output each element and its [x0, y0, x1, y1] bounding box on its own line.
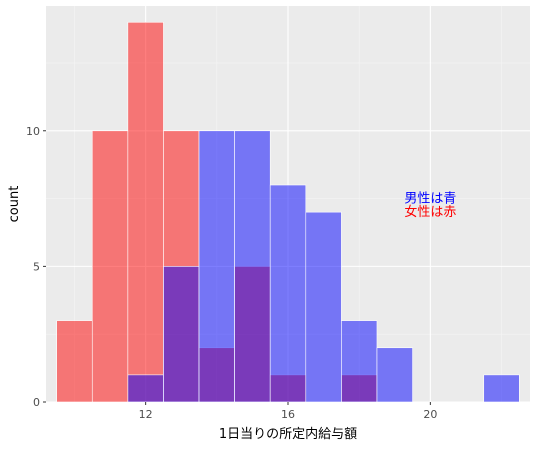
- y-axis: 0 5 10: [26, 125, 46, 409]
- y-tick-label: 0: [33, 396, 40, 409]
- histogram-bar-male: [341, 320, 378, 403]
- histogram-bar-female: [56, 320, 93, 403]
- histogram-bar-male: [376, 347, 413, 403]
- histogram-bar-female: [91, 130, 129, 403]
- histogram-bar-male: [198, 130, 235, 403]
- x-tick-label: 16: [281, 408, 295, 421]
- annotation-label: 男性は青: [404, 192, 456, 207]
- x-tick-label: 20: [423, 408, 437, 421]
- histogram-bar-male: [269, 184, 307, 403]
- histogram-bar-male: [127, 374, 164, 403]
- annotation-label: 女性は赤: [404, 204, 456, 220]
- histogram-bar-male: [163, 266, 200, 403]
- x-axis: 12 16 20: [139, 402, 437, 421]
- x-axis-title: 1日当りの所定内給与額: [219, 426, 357, 442]
- histogram-bar-male: [305, 211, 342, 403]
- histogram-bar-female: [127, 21, 164, 403]
- bars: [56, 21, 520, 403]
- histogram-bar-male: [483, 374, 520, 403]
- y-tick-label: 10: [26, 125, 40, 138]
- y-tick-label: 5: [33, 260, 40, 273]
- y-axis-title: count: [7, 186, 22, 223]
- x-tick-label: 12: [139, 408, 153, 421]
- histogram-bar-male: [234, 130, 271, 403]
